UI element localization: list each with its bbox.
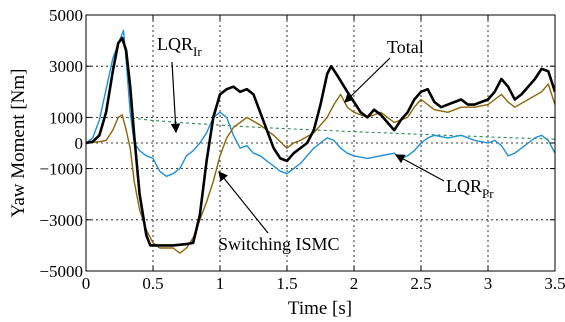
annotation-total-arrow: [344, 57, 391, 103]
annotation-total-text: Total: [387, 37, 424, 57]
y-tick-label: −5000: [39, 262, 83, 281]
annotation-total: Total: [344, 37, 424, 103]
x-tick-label: 0.5: [142, 274, 163, 293]
y-tick-label: −1000: [39, 160, 83, 179]
series-line-total: [86, 36, 555, 247]
x-tick-label: 3: [484, 274, 493, 293]
ticks: [85, 14, 556, 272]
series-line-switching-ismc: [86, 83, 555, 254]
grid: [86, 15, 555, 271]
y-tick-labels: −5000 −3000 −1000 0 1000 3000 5000: [39, 6, 83, 281]
annotation-lqrpr-arrow: [394, 154, 445, 182]
y-tick-label: 1000: [49, 108, 83, 127]
annotation-lqrir: LQRIr: [157, 34, 202, 134]
annotation-lqrir-arrow: [170, 61, 181, 134]
annotation-lqrpr: LQRPr: [394, 154, 494, 201]
x-tick-label: 1: [216, 274, 225, 293]
x-tick-labels: 0 0.5 1 1.5 2 2.5 3 3.5: [82, 274, 565, 293]
y-axis-label: Yaw Moment [Nm]: [8, 68, 29, 217]
x-tick-label: 3.5: [544, 274, 565, 293]
y-tick-label: 0: [75, 134, 84, 153]
x-tick-label: 1.5: [276, 274, 297, 293]
annotation-ismc-text: Switching ISMC: [218, 234, 340, 254]
annotation-lqrpr-text: LQRPr: [446, 176, 494, 201]
y-tick-label: 5000: [49, 6, 83, 25]
annotation-ismc: Switching ISMC: [218, 171, 340, 254]
x-tick-label: 2: [350, 274, 359, 293]
x-tick-label: 2.5: [410, 274, 431, 293]
series-layer: [86, 29, 555, 254]
annotation-ismc-arrow: [218, 171, 269, 234]
series-line-lqrir: [126, 116, 555, 140]
x-tick-label: 0: [82, 274, 91, 293]
series-line-lqrpr: [86, 29, 555, 177]
annotation-lqrir-text: LQRIr: [157, 34, 202, 59]
y-tick-label: −3000: [39, 211, 83, 230]
x-axis-label: Time [s]: [288, 298, 352, 319]
y-tick-label: 3000: [49, 57, 83, 76]
